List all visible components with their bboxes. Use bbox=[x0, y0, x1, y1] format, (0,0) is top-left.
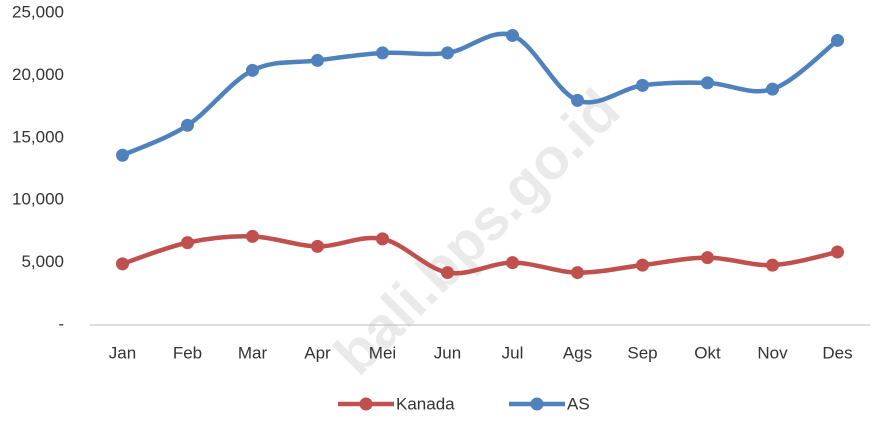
point bbox=[376, 46, 389, 60]
point bbox=[701, 251, 714, 265]
x-tick-label: Des bbox=[822, 343, 852, 362]
point bbox=[181, 118, 194, 132]
point bbox=[311, 239, 324, 253]
point bbox=[506, 28, 519, 42]
y-tick-label: 10,000 bbox=[12, 190, 64, 209]
point bbox=[116, 257, 129, 271]
point bbox=[441, 266, 454, 280]
point bbox=[766, 258, 779, 272]
point bbox=[181, 236, 194, 250]
point bbox=[376, 232, 389, 246]
legend-marker bbox=[359, 397, 373, 411]
x-tick-label: Mei bbox=[369, 343, 396, 362]
x-tick-label: Apr bbox=[304, 343, 331, 362]
y-tick-label: 5,000 bbox=[21, 252, 64, 271]
x-tick-label: Jun bbox=[434, 343, 461, 362]
point bbox=[571, 93, 584, 107]
x-tick-label: Ags bbox=[563, 343, 592, 362]
series-line bbox=[120, 31, 840, 158]
point bbox=[246, 63, 259, 77]
point bbox=[116, 148, 129, 162]
legend-label: AS bbox=[567, 394, 590, 413]
point bbox=[636, 258, 649, 272]
watermark: bali.bps.go.id bbox=[322, 77, 632, 387]
y-tick-label: 15,000 bbox=[12, 127, 64, 146]
point bbox=[571, 266, 584, 280]
point bbox=[246, 229, 259, 243]
x-tick-label: Jul bbox=[502, 343, 524, 362]
x-tick-label: Jan bbox=[109, 343, 136, 362]
point bbox=[311, 53, 324, 67]
x-tick-label: Sep bbox=[627, 343, 657, 362]
point bbox=[701, 76, 714, 90]
point bbox=[831, 33, 844, 47]
point bbox=[831, 245, 844, 259]
point bbox=[766, 82, 779, 96]
y-tick-label: 25,000 bbox=[12, 2, 64, 21]
x-tick-label: Mar bbox=[238, 343, 268, 362]
legend-label: Kanada bbox=[396, 394, 455, 413]
point bbox=[636, 78, 649, 92]
point bbox=[506, 256, 519, 270]
x-tick-label: Feb bbox=[173, 343, 202, 362]
y-tick-label: - bbox=[58, 314, 64, 333]
x-tick-label: Okt bbox=[694, 343, 721, 362]
point bbox=[441, 46, 454, 60]
y-tick-label: 20,000 bbox=[12, 65, 64, 84]
legend-marker bbox=[530, 397, 544, 411]
x-tick-label: Nov bbox=[757, 343, 788, 362]
